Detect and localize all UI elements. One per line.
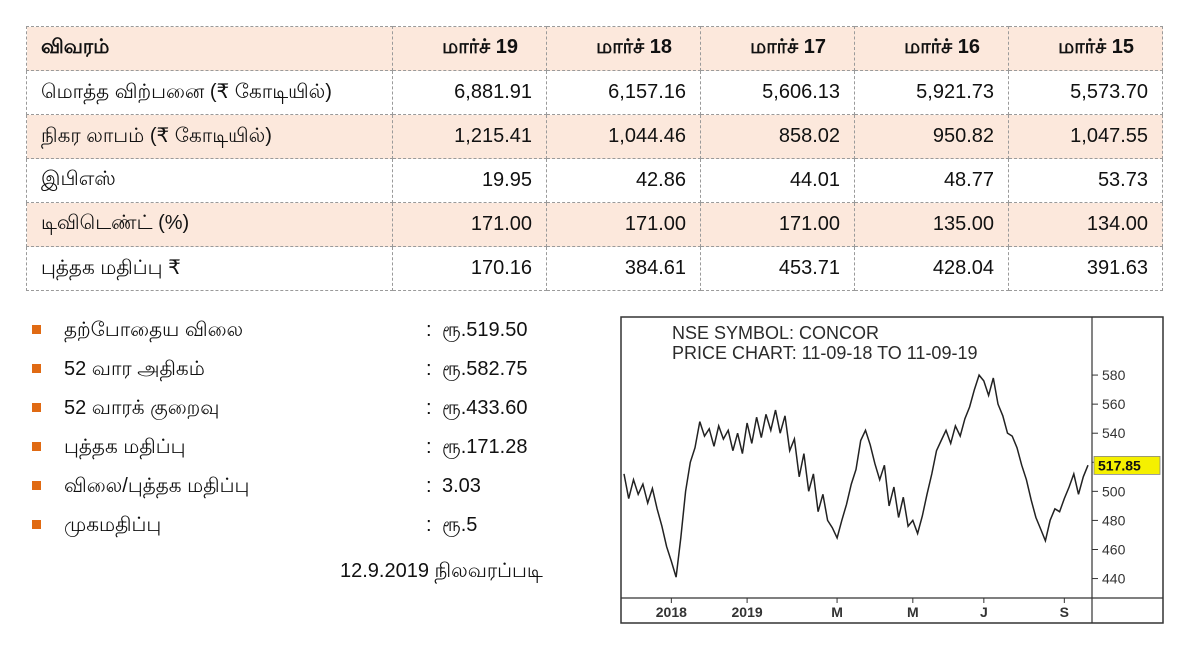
table-cell: 1,044.46 bbox=[546, 114, 701, 159]
column-header: மார்ச் 18 bbox=[546, 26, 701, 71]
price-chart-svg: NSE SYMBOL: CONCOR PRICE CHART: 11-09-18… bbox=[620, 316, 1164, 624]
list-item: தற்போதைய விலை : ரூ.519.50 bbox=[28, 314, 588, 353]
column-header: மார்ச் 17 bbox=[700, 26, 855, 71]
column-header: மார்ச் 15 bbox=[1008, 26, 1163, 71]
row-label: மொத்த விற்பனை (₹ கோடியில்) bbox=[26, 70, 393, 115]
table-cell: 384.61 bbox=[546, 246, 701, 291]
table-cell: 42.86 bbox=[546, 158, 701, 203]
y-tick-label: 500 bbox=[1102, 483, 1126, 499]
info-value: ரூ.519.50 bbox=[442, 319, 528, 341]
table-row: மொத்த விற்பனை (₹ கோடியில்) 6,881.91 6,15… bbox=[26, 70, 1163, 115]
column-header: மார்ச் 19 bbox=[392, 26, 547, 71]
info-label: தற்போதைய விலை bbox=[64, 319, 244, 341]
table-header-row: விவரம் மார்ச் 19 மார்ச் 18 மார்ச் 17 மார… bbox=[26, 26, 1163, 71]
table-cell: 1,215.41 bbox=[392, 114, 547, 159]
as-of-date: 12.9.2019 நிலவரப்படி bbox=[340, 560, 543, 582]
y-tick-label: 560 bbox=[1102, 396, 1126, 412]
table-cell: 135.00 bbox=[854, 202, 1009, 247]
square-bullet-icon bbox=[32, 325, 41, 334]
info-value: ரூ.582.75 bbox=[442, 358, 528, 380]
table-cell: 19.95 bbox=[392, 158, 547, 203]
table-cell: 171.00 bbox=[700, 202, 855, 247]
table-cell: 1,047.55 bbox=[1008, 114, 1163, 159]
table-cell: 950.82 bbox=[854, 114, 1009, 159]
x-tick-label: M bbox=[831, 604, 843, 620]
info-value: 3.03 bbox=[442, 475, 481, 497]
list-item: புத்தக மதிப்பு : ரூ.171.28 bbox=[28, 431, 588, 470]
last-price-label: 517.85 bbox=[1098, 457, 1141, 473]
price-chart: NSE SYMBOL: CONCOR PRICE CHART: 11-09-18… bbox=[620, 316, 1164, 626]
info-colon: : bbox=[426, 514, 432, 536]
table-row: டிவிடெண்ட் (%) 171.00 171.00 171.00 135.… bbox=[26, 202, 1163, 247]
info-colon: : bbox=[426, 358, 432, 380]
table-cell: 858.02 bbox=[700, 114, 855, 159]
info-colon: : bbox=[426, 397, 432, 419]
y-tick-label: 480 bbox=[1102, 512, 1126, 528]
table-row: இபிஎஸ் 19.95 42.86 44.01 48.77 53.73 bbox=[26, 158, 1163, 203]
table-row: நிகர லாபம் (₹ கோடியில்) 1,215.41 1,044.4… bbox=[26, 114, 1163, 159]
chart-title-line2: PRICE CHART: 11-09-18 TO 11-09-19 bbox=[672, 343, 977, 363]
square-bullet-icon bbox=[32, 520, 41, 529]
column-header: மார்ச் 16 bbox=[854, 26, 1009, 71]
row-label: புத்தக மதிப்பு ₹ bbox=[26, 246, 393, 291]
y-tick-label: 580 bbox=[1102, 367, 1126, 383]
info-value: ரூ.5 bbox=[442, 514, 478, 536]
last-price-marker bbox=[1093, 456, 1161, 475]
info-colon: : bbox=[426, 475, 432, 497]
info-label: விலை/புத்தக மதிப்பு bbox=[64, 475, 250, 497]
row-label: டிவிடெண்ட் (%) bbox=[26, 202, 393, 247]
square-bullet-icon bbox=[32, 403, 41, 412]
x-tick-label: M bbox=[907, 604, 919, 620]
table-row: புத்தக மதிப்பு ₹ 170.16 384.61 453.71 42… bbox=[26, 246, 1163, 291]
x-tick-label: J bbox=[980, 604, 988, 620]
table-cell: 170.16 bbox=[392, 246, 547, 291]
table-cell: 48.77 bbox=[854, 158, 1009, 203]
list-item: முகமதிப்பு : ரூ.5 bbox=[28, 509, 588, 548]
table-cell: 6,157.16 bbox=[546, 70, 701, 115]
info-colon: : bbox=[426, 319, 432, 341]
y-axis-ticks: 440460480500520540560580 bbox=[1092, 367, 1126, 587]
info-colon: : bbox=[426, 436, 432, 458]
stock-info-list: தற்போதைய விலை : ரூ.519.50 52 வார அதிகம் … bbox=[28, 314, 588, 548]
table-cell: 5,573.70 bbox=[1008, 70, 1163, 115]
table-cell: 5,606.13 bbox=[700, 70, 855, 115]
table-cell: 171.00 bbox=[546, 202, 701, 247]
financial-table: விவரம் மார்ச் 19 மார்ச் 18 மார்ச் 17 மார… bbox=[26, 26, 1163, 291]
info-label: புத்தக மதிப்பு bbox=[64, 436, 186, 458]
table-cell: 53.73 bbox=[1008, 158, 1163, 203]
list-item: 52 வார அதிகம் : ரூ.582.75 bbox=[28, 353, 588, 392]
list-item: 52 வாரக் குறைவு : ரூ.433.60 bbox=[28, 392, 588, 431]
table-cell: 171.00 bbox=[392, 202, 547, 247]
table-cell: 44.01 bbox=[700, 158, 855, 203]
y-tick-label: 540 bbox=[1102, 425, 1126, 441]
table-cell: 428.04 bbox=[854, 246, 1009, 291]
info-value: ரூ.171.28 bbox=[442, 436, 528, 458]
square-bullet-icon bbox=[32, 481, 41, 490]
table-cell: 6,881.91 bbox=[392, 70, 547, 115]
y-tick-label: 440 bbox=[1102, 571, 1126, 587]
table-cell: 391.63 bbox=[1008, 246, 1163, 291]
row-label: நிகர லாபம் (₹ கோடியில்) bbox=[26, 114, 393, 159]
chart-title-line1: NSE SYMBOL: CONCOR bbox=[672, 323, 879, 343]
column-header: விவரம் bbox=[26, 26, 393, 71]
y-tick-label: 460 bbox=[1102, 541, 1126, 557]
x-tick-label: S bbox=[1060, 604, 1069, 620]
table-cell: 134.00 bbox=[1008, 202, 1163, 247]
info-label: 52 வாரக் குறைவு bbox=[64, 397, 220, 419]
table-cell: 5,921.73 bbox=[854, 70, 1009, 115]
chart-frame bbox=[620, 316, 1164, 624]
x-tick-label: 2018 bbox=[656, 604, 687, 620]
x-tick-label: 2019 bbox=[732, 604, 763, 620]
table-cell: 453.71 bbox=[700, 246, 855, 291]
square-bullet-icon bbox=[32, 364, 41, 373]
info-value: ரூ.433.60 bbox=[442, 397, 528, 419]
price-series-line bbox=[623, 373, 1089, 578]
list-item: விலை/புத்தக மதிப்பு : 3.03 bbox=[28, 470, 588, 509]
square-bullet-icon bbox=[32, 442, 41, 451]
x-axis-ticks: 2018 2019 M M J S bbox=[656, 598, 1069, 620]
row-label: இபிஎஸ் bbox=[26, 158, 393, 203]
info-label: முகமதிப்பு bbox=[64, 514, 162, 536]
info-label: 52 வார அதிகம் bbox=[64, 358, 205, 380]
